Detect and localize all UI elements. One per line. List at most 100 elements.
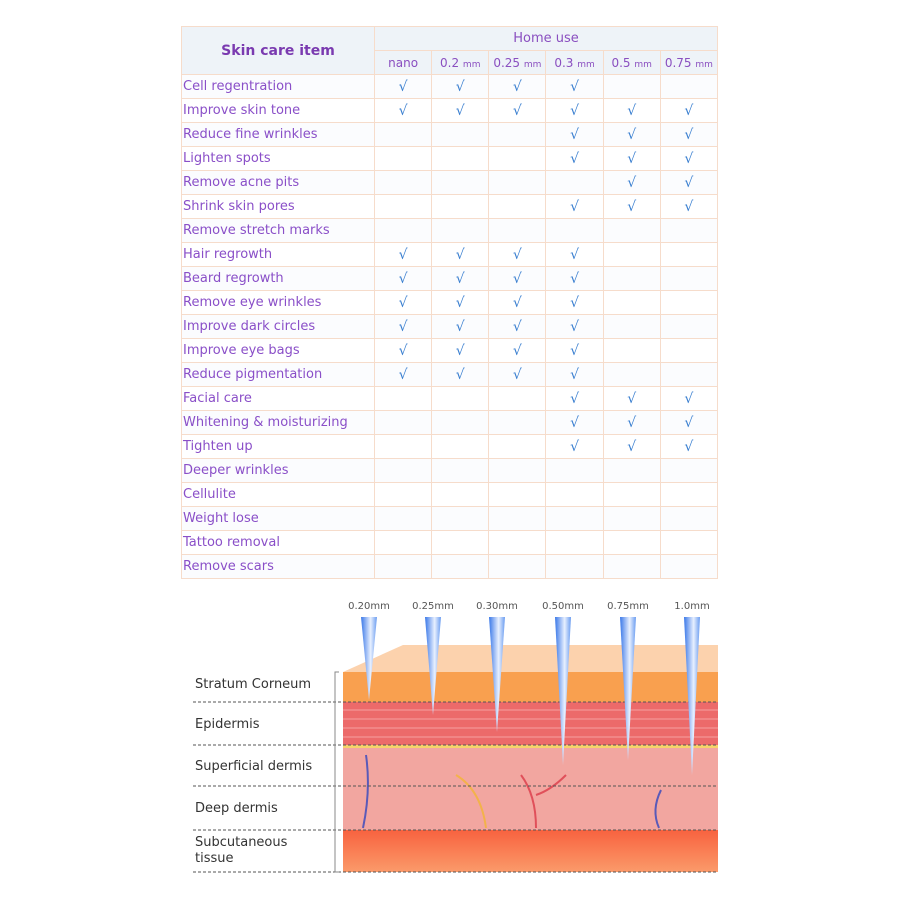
empty-cell <box>602 74 661 99</box>
row-label: Reduce fine wrinkles <box>181 122 375 147</box>
bracket <box>334 671 339 873</box>
check-icon: √ <box>545 338 604 363</box>
empty-cell <box>602 242 661 267</box>
empty-cell <box>373 146 433 171</box>
row-label: Whitening & moisturizing <box>181 410 375 435</box>
table-row: Tattoo removal <box>181 530 719 555</box>
check-icon: √ <box>431 74 490 99</box>
needle-icon <box>489 617 505 732</box>
empty-cell <box>659 242 719 267</box>
empty-cell <box>488 170 547 195</box>
needle-length-label: 0.25mm <box>412 601 454 612</box>
empty-cell <box>659 530 719 555</box>
table-row: Improve eye bags √ √ √ √ <box>181 338 719 363</box>
check-icon: √ <box>602 170 661 195</box>
empty-cell <box>431 146 490 171</box>
check-icon: √ <box>659 434 719 459</box>
empty-cell <box>659 290 719 315</box>
size-value: nano <box>388 55 419 70</box>
empty-cell <box>373 530 433 555</box>
check-icon: √ <box>659 146 719 171</box>
check-icon: √ <box>545 386 604 411</box>
empty-cell <box>431 482 490 507</box>
empty-cell <box>602 266 661 291</box>
needle-icon <box>684 617 700 775</box>
row-label: Cell regentration <box>181 74 375 99</box>
row-label: Remove acne pits <box>181 170 375 195</box>
empty-cell <box>431 554 490 579</box>
layer-label: Superficial dermis <box>195 759 312 774</box>
row-label: Deeper wrinkles <box>181 458 375 483</box>
empty-cell <box>488 554 547 579</box>
layer-epidermis <box>343 702 718 745</box>
empty-cell <box>602 362 661 387</box>
empty-cell <box>488 386 547 411</box>
row-label: Remove stretch marks <box>181 218 375 243</box>
empty-cell <box>373 554 433 579</box>
header-size-0: nano <box>373 50 433 75</box>
check-icon: √ <box>488 314 547 339</box>
check-icon: √ <box>545 122 604 147</box>
header-size-2: 0.25 mm <box>488 50 547 75</box>
empty-cell <box>659 506 719 531</box>
size-value: 0.75 <box>664 55 692 70</box>
table-row: Cell regentration √ √ √ √ <box>181 74 719 99</box>
layer-label: tissue <box>195 851 234 866</box>
layer-dermis <box>343 748 718 830</box>
empty-cell <box>431 458 490 483</box>
size-unit: mm <box>634 59 652 70</box>
row-label: Weight lose <box>181 506 375 531</box>
empty-cell <box>545 506 604 531</box>
needle-icon <box>425 617 441 715</box>
needle-length-label: 1.0mm <box>674 601 709 612</box>
table-row: Reduce pigmentation √ √ √ √ <box>181 362 719 387</box>
empty-cell <box>659 218 719 243</box>
table-row: Reduce fine wrinkles √ √ √ <box>181 122 719 147</box>
empty-cell <box>659 314 719 339</box>
header-home-use: Home use <box>374 26 718 51</box>
check-icon: √ <box>545 74 604 99</box>
check-icon: √ <box>488 362 547 387</box>
size-unit: mm <box>695 59 713 70</box>
check-icon: √ <box>545 362 604 387</box>
empty-cell <box>545 482 604 507</box>
empty-cell <box>431 434 490 459</box>
check-icon: √ <box>431 290 490 315</box>
empty-cell <box>431 194 490 219</box>
empty-cell <box>431 386 490 411</box>
empty-cell <box>602 218 661 243</box>
empty-cell <box>373 218 433 243</box>
table-row: Hair regrowth √ √ √ √ <box>181 242 719 267</box>
empty-cell <box>659 74 719 99</box>
empty-cell <box>488 434 547 459</box>
layer-label: Stratum Corneum <box>195 677 311 692</box>
check-icon: √ <box>373 290 433 315</box>
empty-cell <box>545 458 604 483</box>
empty-cell <box>488 194 547 219</box>
empty-cell <box>373 386 433 411</box>
row-label: Reduce pigmentation <box>181 362 375 387</box>
row-label: Tattoo removal <box>181 530 375 555</box>
layer-label: Subcutaneous <box>195 835 288 850</box>
check-icon: √ <box>373 98 433 123</box>
skin-depth-diagram: Stratum Corneum Epidermis Superficial derm… <box>193 601 718 873</box>
check-icon: √ <box>659 122 719 147</box>
check-icon: √ <box>431 98 490 123</box>
skin-surface <box>343 645 718 672</box>
empty-cell <box>431 530 490 555</box>
check-icon: √ <box>545 290 604 315</box>
check-icon: √ <box>373 74 433 99</box>
empty-cell <box>659 482 719 507</box>
empty-cell <box>431 170 490 195</box>
skin-care-table: Skin care item Home use nano 0.2 mm 0.25 m… <box>181 26 719 579</box>
layer-label: Epidermis <box>195 717 260 732</box>
row-label: Shrink skin pores <box>181 194 375 219</box>
table-row: Cellulite <box>181 482 719 507</box>
empty-cell <box>602 482 661 507</box>
row-label: Facial care <box>181 386 375 411</box>
empty-cell <box>373 194 433 219</box>
empty-cell <box>431 218 490 243</box>
check-icon: √ <box>545 242 604 267</box>
empty-cell <box>545 554 604 579</box>
row-label: Beard regrowth <box>181 266 375 291</box>
